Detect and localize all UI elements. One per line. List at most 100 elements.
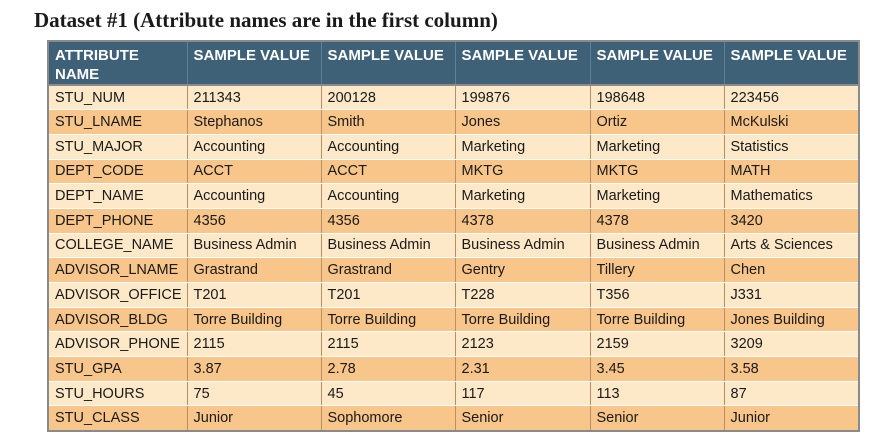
table-row: ADVISOR_BLDG Torre Building Torre Building… <box>48 307 859 333</box>
sample-value-cell: 3209 <box>724 331 859 358</box>
table-body: STU_NUM 211343 200128 199876 198648 223456 STU… <box>48 85 859 431</box>
sample-value-cell: McKulski <box>724 109 859 135</box>
sample-value-cell: Marketing <box>455 134 591 160</box>
sample-value-cell: Marketing <box>455 183 591 209</box>
attribute-name-cell: DEPT_CODE <box>48 159 188 185</box>
sample-value-cell: T201 <box>187 282 322 308</box>
sample-value-cell: Mathematics <box>724 183 859 209</box>
sample-value-cell: Gentry <box>455 257 591 283</box>
attribute-name-cell: ADVISOR_BLDG <box>48 307 188 333</box>
table-row: STU_MAJOR Accounting Accounting Marketing Ma… <box>48 134 859 160</box>
attribute-name-cell: STU_NUM <box>48 85 188 111</box>
sample-value-cell: Jones Building <box>724 307 859 333</box>
sample-value-cell: J331 <box>724 282 859 308</box>
sample-value-cell: Senior <box>455 405 591 431</box>
attribute-name-cell: COLLEGE_NAME <box>48 233 188 259</box>
sample-value-cell: Accounting <box>321 183 456 209</box>
table-row: STU_NUM 211343 200128 199876 198648 223456 <box>48 85 859 111</box>
sample-value-cell: Statistics <box>724 134 859 160</box>
table-row: ADVISOR_OFFICE T201 T201 T228 T356 J331 <box>48 282 859 308</box>
sample-value-cell: MKTG <box>590 159 725 185</box>
sample-value-cell: Torre Building <box>455 307 591 333</box>
table-row: DEPT_PHONE 4356 4356 4378 4378 3420 <box>48 208 859 234</box>
sample-value-cell: 45 <box>321 381 456 407</box>
sample-value-cell: 3.58 <box>724 356 859 382</box>
sample-value-cell: 4378 <box>590 208 725 234</box>
sample-value-cell: Stephanos <box>187 109 322 135</box>
sample-value-cell: T201 <box>321 282 456 308</box>
column-header-sample-value: SAMPLE VALUE <box>724 41 859 86</box>
sample-value-cell: ACCT <box>187 159 322 185</box>
sample-value-cell: 200128 <box>321 85 456 111</box>
sample-value-cell: Chen <box>724 257 859 283</box>
table-header: ATTRIBUTE NAME SAMPLE VALUE SAMPLE VALUE SA… <box>48 41 859 86</box>
attribute-name-cell: DEPT_PHONE <box>48 208 188 234</box>
attribute-name-cell: STU_HOURS <box>48 381 188 407</box>
table-row: DEPT_CODE ACCT ACCT MKTG MKTG MATH <box>48 159 859 185</box>
dataset-title: Dataset #1 (Attribute names are in the f… <box>34 8 498 32</box>
sample-value-cell: 113 <box>590 381 725 407</box>
sample-value-cell: ACCT <box>321 159 456 185</box>
sample-value-cell: Junior <box>187 405 322 431</box>
attribute-name-cell: ADVISOR_LNAME <box>48 257 188 283</box>
column-header-sample-value: SAMPLE VALUE <box>321 41 456 86</box>
sample-value-cell: 2123 <box>455 331 591 358</box>
sample-value-cell: Business Admin <box>321 233 456 259</box>
sample-value-cell: 87 <box>724 381 859 407</box>
sample-value-cell: MKTG <box>455 159 591 185</box>
attribute-name-cell: STU_LNAME <box>48 109 188 135</box>
column-header-sample-value: SAMPLE VALUE <box>590 41 725 86</box>
table-row: DEPT_NAME Accounting Accounting Marketing Ma… <box>48 183 859 209</box>
sample-value-cell: Accounting <box>187 183 322 209</box>
table-row: STU_LNAME Stephanos Smith Jones Ortiz McKulsk… <box>48 109 859 135</box>
attribute-name-cell: ADVISOR_PHONE <box>48 331 188 358</box>
sample-value-cell: Accounting <box>321 134 456 160</box>
sample-value-cell: Marketing <box>590 134 725 160</box>
sample-value-cell: 2.78 <box>321 356 456 382</box>
sample-value-cell: T228 <box>455 282 591 308</box>
sample-value-cell: 4356 <box>187 208 322 234</box>
sample-value-cell: 199876 <box>455 85 591 111</box>
sample-value-cell: Torre Building <box>321 307 456 333</box>
column-header-attribute-name: ATTRIBUTE NAME <box>48 41 188 86</box>
sample-value-cell: 2159 <box>590 331 725 358</box>
sample-value-cell: Grastrand <box>187 257 322 283</box>
attribute-name-cell: DEPT_NAME <box>48 183 188 209</box>
attribute-name-cell: STU_CLASS <box>48 405 188 431</box>
sample-value-cell: Torre Building <box>187 307 322 333</box>
sample-value-cell: Senior <box>590 405 725 431</box>
sample-value-cell: 198648 <box>590 85 725 111</box>
sample-value-cell: Ortiz <box>590 109 725 135</box>
attribute-name-cell: ADVISOR_OFFICE <box>48 282 188 308</box>
table-row: STU_GPA 3.87 2.78 2.31 3.45 3.58 <box>48 356 859 382</box>
sample-value-cell: 223456 <box>724 85 859 111</box>
table-row: COLLEGE_NAME Business Admin Business Admin… <box>48 233 859 259</box>
sample-value-cell: Business Admin <box>455 233 591 259</box>
attribute-name-cell: STU_GPA <box>48 356 188 382</box>
sample-value-cell: Business Admin <box>590 233 725 259</box>
sample-value-cell: Torre Building <box>590 307 725 333</box>
table-row: ADVISOR_PHONE 2115 2115 2123 2159 3209 <box>48 331 859 358</box>
sample-value-cell: 4378 <box>455 208 591 234</box>
sample-value-cell: 3.45 <box>590 356 725 382</box>
sample-value-cell: Tillery <box>590 257 725 283</box>
sample-value-cell: Sophomore <box>321 405 456 431</box>
table-row: STU_CLASS Junior Sophomore Senior Senior Juni… <box>48 405 859 431</box>
sample-value-cell: Accounting <box>187 134 322 160</box>
sample-value-cell: 75 <box>187 381 322 407</box>
header-row: ATTRIBUTE NAME SAMPLE VALUE SAMPLE VALUE SA… <box>48 41 859 86</box>
attribute-name-cell: STU_MAJOR <box>48 134 188 160</box>
sample-value-cell: Arts & Sciences <box>724 233 859 259</box>
sample-value-cell: Business Admin <box>187 233 322 259</box>
dataset-table: ATTRIBUTE NAME SAMPLE VALUE SAMPLE VALUE SA… <box>47 40 860 432</box>
sample-value-cell: T356 <box>590 282 725 308</box>
table-row: STU_HOURS 75 45 117 113 87 <box>48 381 859 407</box>
sample-value-cell: 3420 <box>724 208 859 234</box>
sample-value-cell: Junior <box>724 405 859 431</box>
sample-value-cell: 3.87 <box>187 356 322 382</box>
sample-value-cell: 2.31 <box>455 356 591 382</box>
sample-value-cell: 2115 <box>187 331 322 358</box>
table-row: ADVISOR_LNAME Grastrand Grastrand Gentry Til… <box>48 257 859 283</box>
sample-value-cell: 2115 <box>321 331 456 358</box>
column-header-sample-value: SAMPLE VALUE <box>187 41 322 86</box>
